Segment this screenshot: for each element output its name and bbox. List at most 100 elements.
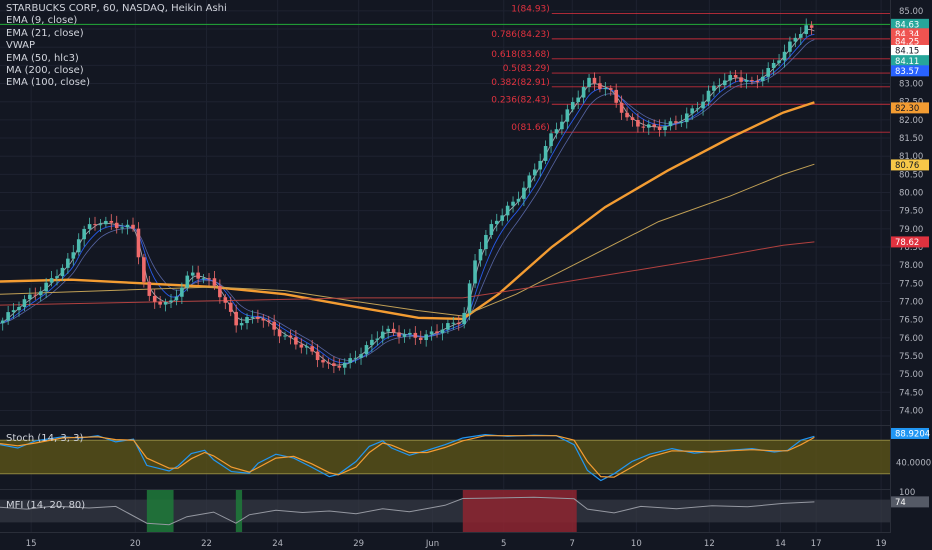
candle-body bbox=[283, 335, 287, 337]
candle-body bbox=[380, 331, 385, 339]
candle-body bbox=[478, 249, 483, 261]
price-badge-bg bbox=[891, 18, 929, 30]
candle-body bbox=[294, 337, 298, 345]
candle-body bbox=[793, 37, 798, 42]
stoch-value-badge: 88.9204 bbox=[895, 430, 930, 440]
time-tick-label: 14 bbox=[775, 539, 786, 549]
candle-body bbox=[109, 220, 114, 223]
candle-body bbox=[744, 80, 749, 82]
price-tick-label: 82.00 bbox=[899, 116, 923, 126]
candle-body bbox=[587, 77, 591, 87]
candle-body bbox=[256, 316, 260, 319]
candle-body bbox=[169, 300, 173, 303]
time-tick-label: 17 bbox=[811, 539, 822, 549]
candle-body bbox=[804, 25, 809, 35]
price-tick-label: 80.00 bbox=[899, 189, 923, 199]
candle-body bbox=[28, 294, 32, 300]
candle-body bbox=[538, 160, 542, 170]
fib-level-label: 1(84.93) bbox=[511, 4, 550, 14]
stoch-pane-label[interactable]: Stoch (14, 3, 3) bbox=[6, 433, 84, 444]
candle-body bbox=[451, 322, 456, 324]
candle-body bbox=[532, 169, 537, 176]
candle-body bbox=[701, 101, 705, 109]
pane-bg-layer bbox=[0, 0, 932, 533]
candle-body bbox=[163, 302, 168, 305]
indicator-label[interactable]: EMA (50, hlc3) bbox=[6, 52, 79, 64]
candle-body bbox=[6, 312, 10, 321]
mfi-line bbox=[0, 496, 815, 526]
candle-body bbox=[549, 133, 553, 147]
fib-levels[interactable]: 1(84.93) 0.786(84.23) 0.618(83.68) 0.5(83.2… bbox=[0, 4, 890, 133]
price-tick-label: 75.00 bbox=[899, 370, 923, 380]
candle-body bbox=[576, 97, 580, 103]
candle-body bbox=[722, 80, 727, 86]
candle-body bbox=[201, 278, 206, 280]
price-badge-bg bbox=[891, 28, 929, 40]
candle-body bbox=[17, 307, 21, 311]
indicator-label[interactable]: VWAP bbox=[6, 40, 36, 52]
time-axis[interactable]: 15 20 22 24 29 Jun 5 7 10 12 14 17 19 bbox=[26, 539, 887, 549]
candle-body bbox=[733, 75, 738, 78]
candle-body bbox=[131, 224, 135, 229]
mfi-pane-label[interactable]: MFI (14, 20, 80) bbox=[6, 500, 86, 511]
candle-body bbox=[413, 332, 418, 338]
indicator-label[interactable]: EMA (9, close) bbox=[6, 15, 78, 27]
candle-body bbox=[706, 90, 711, 102]
candle-body bbox=[788, 41, 792, 52]
candle-body bbox=[66, 258, 70, 268]
fib-level-label: 0.382(82.91) bbox=[491, 78, 550, 88]
candle-body bbox=[684, 113, 689, 123]
price-badge: 83.57 bbox=[895, 67, 919, 77]
price-badge: 84.25 bbox=[895, 38, 919, 48]
indicator-label[interactable]: MA (200, close) bbox=[6, 65, 84, 77]
candle-body bbox=[342, 362, 347, 368]
candle-body bbox=[310, 346, 314, 352]
mfi-overbought-span bbox=[462, 490, 577, 532]
candle-body bbox=[288, 335, 293, 338]
candle-body bbox=[348, 358, 352, 363]
candle-body bbox=[332, 363, 336, 367]
price-badge-bg bbox=[891, 35, 929, 47]
fib-level-label: 0(81.66) bbox=[511, 123, 550, 133]
price-axis-bg bbox=[891, 0, 932, 550]
candle-body bbox=[120, 227, 124, 229]
candle-body bbox=[511, 201, 515, 206]
candle-body bbox=[565, 109, 570, 122]
candle-body bbox=[158, 301, 162, 305]
candle-body bbox=[554, 129, 559, 134]
candle-body bbox=[608, 88, 613, 90]
candle-body bbox=[142, 257, 146, 282]
candle-body bbox=[500, 215, 504, 221]
indicator-label[interactable]: EMA (100, close) bbox=[6, 77, 90, 89]
price-tick-label: 81.50 bbox=[899, 134, 923, 144]
candle-body bbox=[304, 346, 309, 348]
price-tick-label: 77.50 bbox=[899, 279, 923, 289]
candle-body bbox=[391, 328, 396, 333]
time-tick-label: 22 bbox=[201, 539, 212, 549]
indicator-label[interactable]: EMA (21, close) bbox=[6, 27, 84, 39]
price-tick-label: 75.50 bbox=[899, 352, 923, 362]
candle-body bbox=[228, 302, 233, 312]
price-badge: 84.11 bbox=[895, 57, 919, 67]
candle-body bbox=[625, 112, 629, 118]
candle-body bbox=[652, 124, 656, 127]
ma-line bbox=[0, 163, 815, 317]
candle-body bbox=[196, 272, 200, 279]
price-tick-label: 78.00 bbox=[899, 261, 923, 271]
candle-body bbox=[397, 332, 401, 337]
candle-body bbox=[93, 224, 97, 226]
chart-legend: STARBUCKS CORP, 60, NASDAQ, Heikin Ashi … bbox=[6, 3, 227, 90]
price-tick-label: 76.50 bbox=[899, 316, 923, 326]
price-axis[interactable]: 85.0084.5084.0083.5083.0082.5082.0081.50… bbox=[891, 0, 932, 550]
candle-body bbox=[679, 122, 684, 124]
candle-body bbox=[598, 83, 602, 89]
candle-body bbox=[473, 260, 477, 284]
price-badge: 82.30 bbox=[895, 104, 919, 114]
candle-body bbox=[522, 187, 526, 199]
candle-body bbox=[750, 80, 754, 82]
price-badge-bg bbox=[891, 102, 929, 114]
candle-body bbox=[614, 89, 618, 103]
candle-body bbox=[212, 278, 217, 286]
